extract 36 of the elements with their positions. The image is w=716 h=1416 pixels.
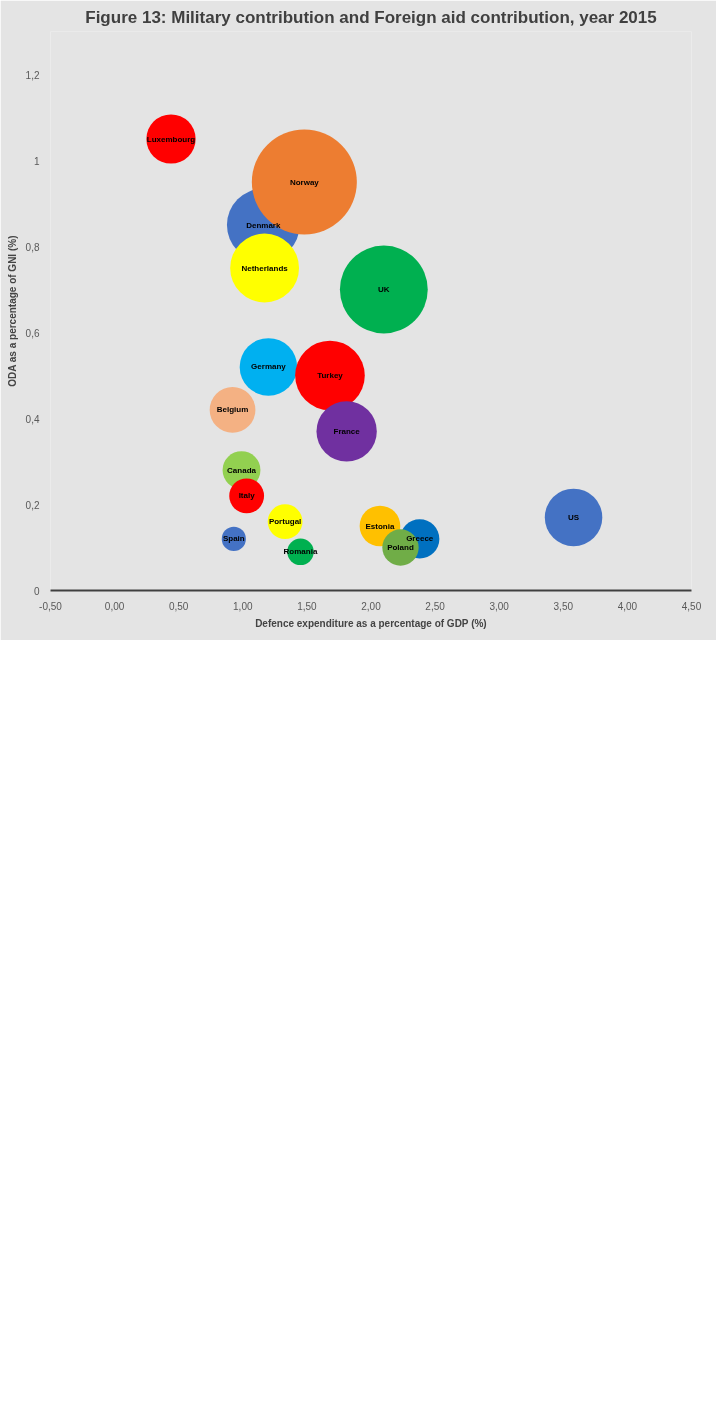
y-tick-label: 0,4 bbox=[25, 413, 40, 425]
series-label: Estonia bbox=[365, 521, 395, 531]
series-label: Turkey bbox=[317, 371, 344, 380]
x-tick-label: 2,50 bbox=[425, 600, 446, 612]
series-label: Belgium bbox=[216, 405, 249, 415]
series-label: Netherlands bbox=[241, 263, 289, 273]
x-tick-label: 0,00 bbox=[104, 600, 125, 612]
chart-title: Figure 13: Military contribution and Foreign aid contribution, year 2015 bbox=[85, 7, 657, 27]
x-tick-label: 1,00 bbox=[233, 600, 253, 612]
y-tick-label: 1,2 bbox=[25, 69, 40, 81]
series-label: Spain bbox=[222, 534, 245, 544]
series-label: France bbox=[333, 426, 361, 436]
x-tick-label: 3,50 bbox=[553, 600, 574, 612]
x-tick-label: 4,00 bbox=[617, 600, 638, 612]
series-label: Norway bbox=[289, 177, 320, 187]
y-tick-label: 0,8 bbox=[25, 241, 40, 253]
x-tick-label: 0,50 bbox=[168, 600, 189, 612]
series-label: Poland bbox=[387, 543, 414, 552]
y-tick-label: 0 bbox=[33, 585, 40, 597]
y-axis-title: ODA as a percentage of GNI (%) bbox=[6, 235, 18, 387]
x-axis-title: Defence expenditure as a percentage of GDP (%) bbox=[255, 617, 487, 629]
x-tick-label: -0,50 bbox=[39, 600, 63, 612]
x-tick-label: 2,00 bbox=[361, 600, 382, 612]
series-label: Germany bbox=[251, 362, 287, 372]
series-label: Portugal bbox=[268, 517, 302, 527]
series-label: US bbox=[568, 512, 580, 522]
x-tick-label: 1,50 bbox=[297, 600, 318, 612]
y-tick-label: 1 bbox=[33, 155, 40, 167]
x-tick-label: 4,50 bbox=[681, 600, 702, 612]
series-label: Italy bbox=[238, 491, 256, 501]
series-label: Luxembourg bbox=[146, 134, 196, 144]
y-tick-label: 0,6 bbox=[25, 327, 40, 339]
series-label: UK bbox=[378, 285, 390, 294]
y-tick-label: 0,2 bbox=[25, 499, 40, 511]
x-tick-label: 3,00 bbox=[489, 600, 510, 612]
series-label: Canada bbox=[227, 465, 257, 475]
